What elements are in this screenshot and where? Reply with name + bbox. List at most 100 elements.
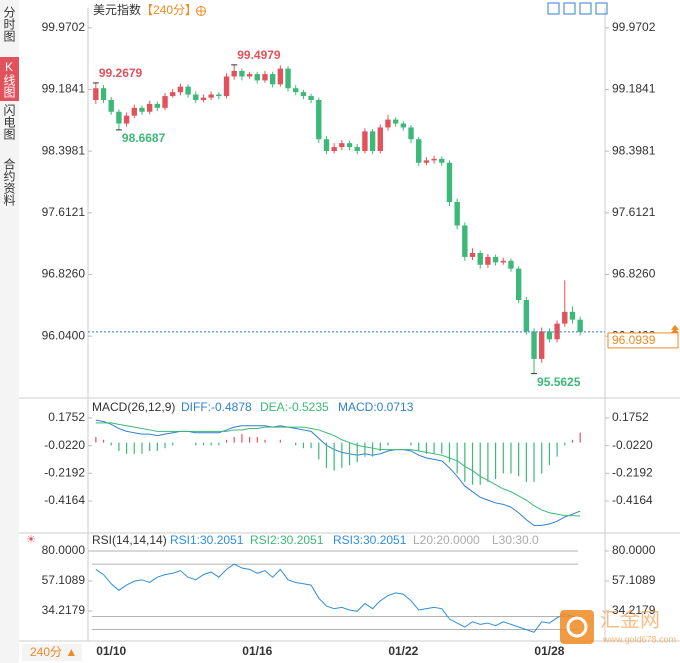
- extreme-label: 98.6687: [122, 131, 166, 145]
- sidebar-tab[interactable]: 分时图: [2, 6, 16, 42]
- candle-body: [469, 252, 476, 257]
- candle-body: [539, 331, 545, 359]
- candle-body: [231, 70, 237, 77]
- candle-body: [392, 119, 399, 124]
- candle-body: [531, 331, 537, 359]
- candle-body: [216, 94, 222, 97]
- sidebar: [0, 0, 19, 663]
- last-price-box: [607, 332, 679, 349]
- watermark-url: www.gold678.com: [602, 634, 676, 644]
- y-tick-label-right: -0.4164: [612, 493, 653, 507]
- candle-body: [293, 88, 299, 93]
- candle-body: [377, 127, 383, 151]
- y-tick-label-right: 80.0000: [612, 543, 656, 557]
- period-button-bg[interactable]: [22, 644, 82, 661]
- candle-body: [362, 131, 368, 151]
- candle-body: [269, 74, 276, 85]
- candle-body: [323, 139, 330, 151]
- chart-title: 美元指数: [93, 2, 141, 17]
- candle-body: [500, 260, 506, 263]
- x-tick-label: 01/16: [242, 644, 272, 658]
- candle-body: [477, 252, 483, 265]
- y-tick-label: 99.9702: [42, 20, 86, 34]
- y-tick-label: -0.2192: [44, 466, 85, 480]
- candle-body: [308, 96, 314, 100]
- candle-body: [277, 68, 284, 85]
- extreme-label: 99.2679: [99, 66, 143, 80]
- y-tick-label-right: 97.6121: [612, 205, 656, 219]
- y-tick-label-right: -0.2192: [612, 466, 653, 480]
- legend-entry: RSI2:30.2051: [250, 533, 324, 547]
- candle-body: [562, 311, 568, 324]
- indicator-title: MACD(26,12,9): [92, 400, 175, 414]
- candle-body: [523, 300, 530, 332]
- candle-body: [485, 256, 491, 265]
- candle-body: [162, 96, 168, 108]
- candle-body: [316, 99, 322, 140]
- candle-body: [262, 74, 268, 81]
- candle-body: [193, 94, 199, 100]
- tab-active: [0, 57, 19, 101]
- candle-body: [439, 158, 445, 163]
- watermark-logo: [560, 610, 594, 644]
- candle-body: [116, 111, 122, 124]
- legend-entry: RSI1:30.2051: [170, 533, 244, 547]
- candle-body: [431, 158, 437, 161]
- chart-subtitle: 【240分】: [141, 3, 197, 17]
- sidebar-tab[interactable]: 合约资料: [2, 157, 16, 206]
- extreme-label: 99.4979: [237, 48, 281, 62]
- legend-entry: DEA:-0.5235: [260, 400, 329, 414]
- candle-body: [385, 119, 391, 128]
- candle-body: [139, 107, 145, 112]
- y-tick-label: 96.8260: [42, 267, 86, 281]
- y-tick-label-right: 57.1089: [612, 573, 656, 587]
- legend-entry: MACD:0.0713: [338, 400, 414, 414]
- last-price-label: 96.0939: [612, 333, 656, 347]
- y-tick-label-right: 99.1841: [612, 82, 656, 96]
- legend-entry: DIFF:-0.4878: [181, 400, 252, 414]
- indicator-title: RSI(14,14,14): [92, 533, 167, 547]
- y-tick-label-right: 96.8260: [612, 267, 656, 281]
- candle-body: [400, 123, 407, 128]
- sidebar-tab[interactable]: K线图: [2, 60, 16, 98]
- settings-icon[interactable]: ☀: [26, 534, 36, 546]
- macd-line: [95, 422, 581, 517]
- y-tick-label: 98.3981: [42, 143, 86, 157]
- legend-entry: L20:20.0000: [413, 533, 480, 547]
- rsi-line: [95, 563, 581, 633]
- candle-body: [154, 103, 161, 108]
- candle-body: [300, 92, 307, 97]
- y-tick-label-right: 99.9702: [612, 20, 656, 34]
- candle-body: [285, 68, 291, 89]
- toolbar: [547, 2, 608, 15]
- candle-body: [492, 256, 499, 263]
- add-icon[interactable]: [196, 6, 206, 16]
- y-tick-label: 99.1841: [42, 82, 86, 96]
- candle-body: [131, 107, 137, 116]
- candle-body: [446, 162, 453, 202]
- watermark-logo: [566, 616, 588, 638]
- candle-body: [170, 92, 176, 97]
- candle-body: [546, 331, 553, 340]
- candle-body: [369, 131, 376, 151]
- sidebar-tab[interactable]: 闪电图: [2, 104, 16, 140]
- x-tick-label: 01/28: [534, 644, 564, 658]
- y-tick-label: -0.4164: [44, 493, 85, 507]
- tool-button[interactable]: [579, 2, 592, 15]
- period-button[interactable]: 240分 ▲: [30, 645, 77, 659]
- candle-body: [454, 201, 460, 226]
- tool-button[interactable]: [547, 2, 560, 15]
- macd-line: [95, 419, 581, 526]
- tool-button[interactable]: [563, 2, 576, 15]
- x-tick-label: 01/10: [96, 644, 126, 658]
- y-tick-label: 57.1089: [42, 573, 86, 587]
- tool-button[interactable]: [595, 2, 608, 15]
- y-tick-label-right: 34.2179: [612, 603, 656, 617]
- y-tick-label-right: 0.1752: [612, 410, 649, 424]
- candle-body: [185, 86, 191, 95]
- watermark-name: 汇金网: [600, 608, 660, 631]
- candle-body: [123, 115, 130, 124]
- candle-body: [508, 260, 514, 269]
- candle-body: [423, 160, 430, 163]
